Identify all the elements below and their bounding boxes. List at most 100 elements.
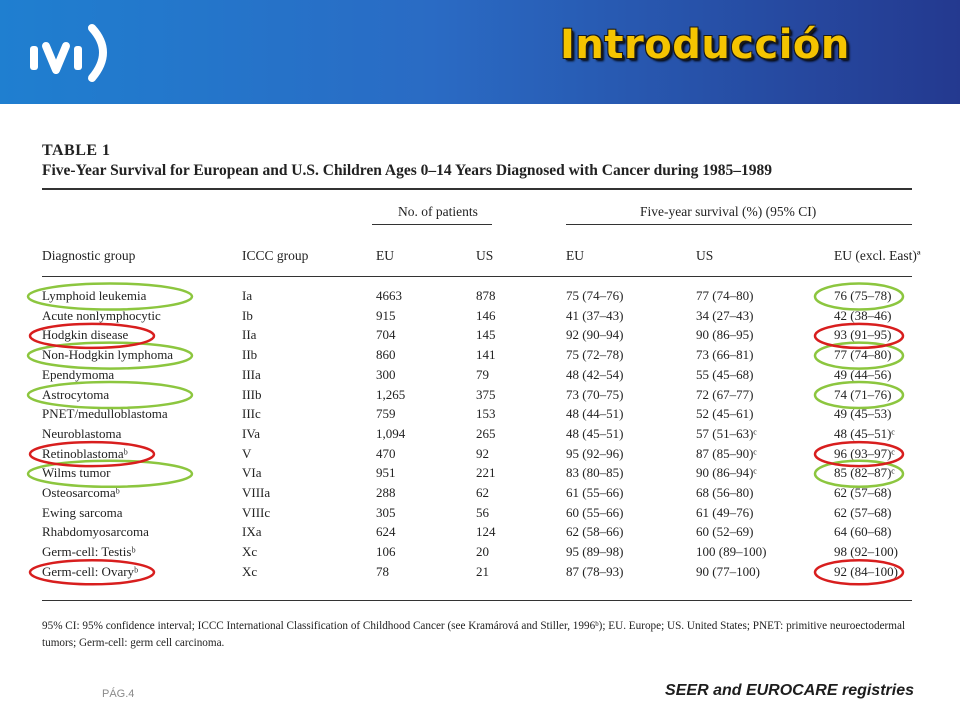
- cell-patients-eu: 106: [376, 544, 396, 560]
- cell-survival-us: 34 (27–43): [696, 307, 754, 323]
- cell-patients-eu: 951: [376, 465, 396, 481]
- col-header-iccc: ICCC group: [242, 248, 309, 263]
- cell-iccc-group: IIIb: [242, 386, 262, 402]
- cell-survival-eu: 61 (55–66): [566, 485, 624, 500]
- cell-diagnostic-group: Neuroblastoma: [42, 425, 122, 441]
- cell-iccc-group: VIa: [242, 465, 262, 481]
- cell-patients-us: 92: [476, 445, 489, 461]
- cell-diagnostic-group: PNET/medulloblastoma: [42, 406, 168, 422]
- cell-iccc-group: Xc: [242, 544, 258, 560]
- cell-survival-eu-excl-east: 48 (45–51)ᶜ: [834, 425, 895, 441]
- cell-iccc-group: Ia: [242, 288, 253, 303]
- rule-top: [42, 188, 912, 190]
- cell-diagnostic-group: Rhabdomyosarcoma: [42, 524, 149, 540]
- cell-iccc-group: V: [242, 445, 252, 461]
- cell-survival-eu-excl-east: 76 (75–78): [834, 288, 892, 303]
- slide-title: Introducción: [560, 22, 850, 68]
- cell-diagnostic-group: Retinoblastomaᵇ: [42, 445, 128, 461]
- rule-header: [42, 276, 912, 277]
- cell-survival-us: 57 (51–63)ᶜ: [696, 425, 757, 441]
- rule-survival: [566, 224, 912, 225]
- cell-patients-eu: 288: [376, 485, 396, 500]
- group-header-survival: Five-year survival (%) (95% CI): [640, 204, 817, 219]
- cell-survival-eu-excl-east: 49 (44–56): [834, 366, 892, 382]
- cell-survival-eu-excl-east: 96 (93–97)ᶜ: [834, 445, 895, 461]
- cell-survival-eu-excl-east: 74 (71–76): [834, 386, 892, 402]
- cell-patients-eu: 300: [376, 366, 396, 382]
- cell-diagnostic-group: Acute nonlymphocytic: [42, 307, 161, 323]
- cell-patients-eu: 78: [376, 563, 389, 579]
- cell-survival-us: 52 (45–61): [696, 406, 754, 422]
- rule-patients: [372, 224, 492, 225]
- cell-patients-us: 878: [476, 288, 496, 303]
- cell-survival-eu-excl-east: 42 (38–46): [834, 307, 892, 323]
- cell-survival-eu-excl-east: 62 (57–68): [834, 485, 892, 500]
- cell-patients-us: 146: [476, 307, 496, 323]
- cell-patients-eu: 1,265: [376, 386, 406, 402]
- cell-survival-us: 90 (77–100): [696, 563, 760, 579]
- cell-patients-us: 56: [476, 504, 489, 520]
- cell-iccc-group: IIIc: [242, 406, 261, 422]
- cell-patients-eu: 470: [376, 445, 396, 461]
- cell-patients-eu: 704: [376, 327, 396, 343]
- cell-survival-us: 100 (89–100): [696, 544, 767, 560]
- col-header-survival-eu: EU: [566, 248, 584, 263]
- cell-patients-eu: 860: [376, 347, 396, 363]
- cell-iccc-group: VIIIa: [242, 485, 271, 500]
- cell-diagnostic-group: Germ-cell: Testisᵇ: [42, 544, 136, 560]
- group-header-patients: No. of patients: [398, 204, 478, 219]
- cell-diagnostic-group: Ependymoma: [42, 366, 115, 382]
- cell-patients-us: 145: [476, 327, 496, 343]
- col-header-survival-us: US: [696, 248, 714, 263]
- cell-survival-eu: 41 (37–43): [566, 307, 624, 323]
- cell-survival-eu: 92 (90–94): [566, 327, 624, 343]
- cell-iccc-group: IIa: [242, 327, 257, 343]
- rule-bottom: [42, 600, 912, 601]
- cell-diagnostic-group: Non-Hodgkin lymphoma: [42, 347, 174, 363]
- cell-survival-eu: 83 (80–85): [566, 465, 624, 481]
- cell-patients-eu: 759: [376, 406, 396, 422]
- cell-survival-eu: 75 (74–76): [566, 288, 624, 303]
- cell-survival-us: 90 (86–94)ᶜ: [696, 465, 757, 481]
- cell-survival-eu-excl-east: 77 (74–80): [834, 347, 892, 363]
- cell-diagnostic-group: Wilms tumor: [42, 465, 111, 481]
- cell-survival-us: 87 (85–90)ᶜ: [696, 445, 757, 461]
- cell-patients-us: 21: [476, 563, 489, 579]
- cell-patients-eu: 4663: [376, 288, 402, 303]
- cell-patients-us: 141: [476, 347, 496, 363]
- cell-patients-us: 375: [476, 386, 496, 402]
- col-header-survival-eu-excl-east: EU (excl. East)ª: [834, 248, 921, 263]
- cell-iccc-group: IIb: [242, 347, 258, 363]
- cell-survival-us: 77 (74–80): [696, 288, 754, 303]
- cell-diagnostic-group: Astrocytoma: [42, 386, 110, 402]
- table-caption: Five-Year Survival for European and U.S.…: [42, 162, 772, 179]
- cell-diagnostic-group: Hodgkin disease: [42, 327, 129, 343]
- cell-patients-us: 221: [476, 465, 496, 481]
- cell-patients-us: 265: [476, 425, 496, 441]
- cell-survival-eu: 73 (70–75): [566, 386, 624, 402]
- table-label: TABLE 1: [42, 142, 111, 159]
- cell-diagnostic-group: Osteosarcomaᵇ: [42, 485, 120, 500]
- cell-patients-eu: 915: [376, 307, 396, 323]
- cell-survival-us: 72 (67–77): [696, 386, 754, 402]
- cell-iccc-group: Ib: [242, 307, 253, 323]
- cell-diagnostic-group: Germ-cell: Ovaryᵇ: [42, 563, 139, 579]
- table-footnote: 95% CI: 95% confidence interval; ICCC In…: [42, 620, 906, 649]
- cell-survival-eu-excl-east: 64 (60–68): [834, 524, 892, 540]
- cell-patients-us: 79: [476, 366, 489, 382]
- cell-survival-eu: 95 (92–96): [566, 445, 624, 461]
- cell-patients-eu: 305: [376, 504, 396, 520]
- cell-survival-eu: 95 (89–98): [566, 544, 624, 560]
- cell-patients-us: 124: [476, 524, 496, 540]
- cell-diagnostic-group: Lymphoid leukemia: [42, 288, 147, 303]
- cell-survival-us: 73 (66–81): [696, 347, 754, 363]
- cell-survival-us: 55 (45–68): [696, 366, 754, 382]
- cell-survival-us: 60 (52–69): [696, 524, 754, 540]
- cell-survival-eu-excl-east: 92 (84–100): [834, 563, 898, 579]
- cell-patients-us: 153: [476, 406, 496, 422]
- cell-survival-eu: 60 (55–66): [566, 504, 624, 520]
- col-header-diagnostic: Diagnostic group: [42, 248, 136, 263]
- cell-iccc-group: IXa: [242, 524, 262, 540]
- cell-survival-eu: 48 (45–51): [566, 425, 624, 441]
